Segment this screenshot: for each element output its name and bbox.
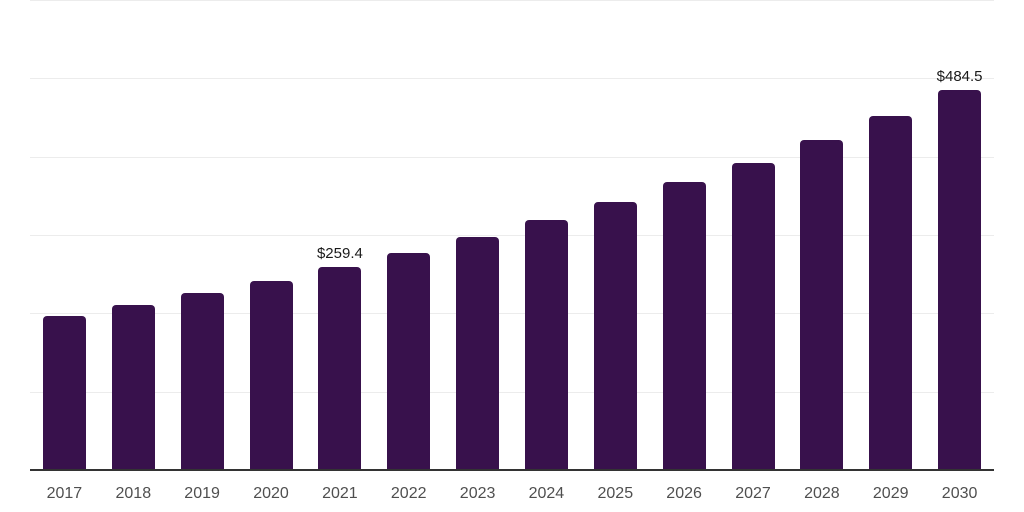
bar-2017[interactable] (42, 316, 86, 470)
x-tick-label-2022: 2022 (390, 485, 427, 502)
x-tick-label-2025: 2025 (597, 485, 634, 502)
gridline-100 (30, 392, 994, 393)
bar-2025[interactable] (593, 202, 637, 470)
x-tick-label-2029: 2029 (872, 485, 909, 502)
x-tick-label-2019: 2019 (184, 485, 220, 502)
bar-2029[interactable] (869, 116, 913, 470)
x-tick-label-2020: 2020 (253, 485, 289, 502)
x-tick-label-2028: 2028 (804, 485, 840, 502)
bar-2028[interactable] (800, 140, 844, 470)
x-axis-line (30, 469, 994, 471)
gridline-300 (30, 235, 994, 236)
bar-value-label-2030: $484.5 (936, 68, 983, 85)
bar-2026[interactable] (662, 182, 706, 470)
bar-2022[interactable] (387, 253, 431, 470)
bar-2020[interactable] (249, 281, 293, 470)
bar-value-label-2021: $259.4 (316, 245, 363, 262)
bar-2019[interactable] (180, 293, 224, 470)
bar-2021[interactable] (318, 267, 362, 470)
x-tick-label-2026: 2026 (666, 485, 702, 502)
bar-2030[interactable] (938, 90, 982, 470)
x-tick-label-2027: 2027 (735, 485, 771, 502)
gridline-600 (30, 0, 994, 1)
bar-2023[interactable] (456, 237, 500, 470)
x-tick-label-2024: 2024 (528, 485, 565, 502)
plot-area: $259.4 $484.5 (30, 0, 994, 470)
bar-2018[interactable] (111, 305, 155, 470)
gridline-200 (30, 313, 994, 314)
gridline-500 (30, 78, 994, 79)
bar-2027[interactable] (731, 163, 775, 470)
x-tick-label-2030: 2030 (941, 485, 978, 502)
bar-2024[interactable] (524, 220, 568, 470)
x-axis-labels: 2017 2018 2019 2020 2021 2022 2023 2024 2025 2026… (30, 485, 994, 505)
gridline-400 (30, 157, 994, 158)
x-tick-label-2021: 2021 (322, 485, 358, 502)
x-tick-label-2018: 2018 (115, 485, 152, 502)
x-tick-label-2017: 2017 (46, 485, 83, 502)
x-tick-label-2023: 2023 (459, 485, 496, 502)
